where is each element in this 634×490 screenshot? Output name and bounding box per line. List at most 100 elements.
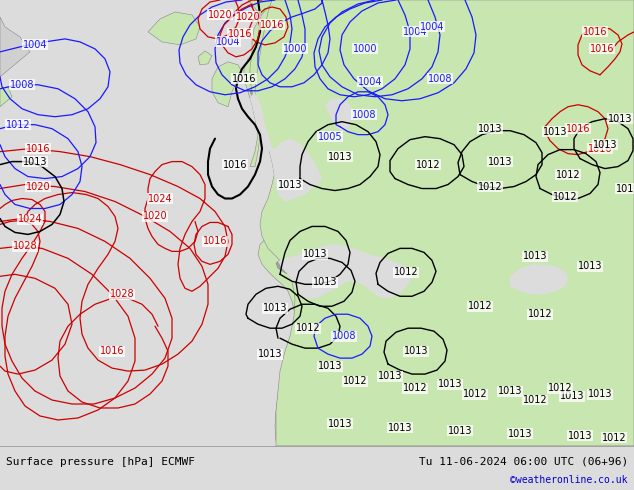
Text: 1012: 1012: [416, 160, 440, 170]
Polygon shape: [296, 248, 322, 328]
Text: 1016: 1016: [223, 160, 247, 170]
Text: 1013: 1013: [328, 151, 353, 162]
Polygon shape: [244, 49, 272, 167]
Text: 1016: 1016: [228, 29, 252, 39]
Text: 1013: 1013: [508, 429, 533, 439]
Polygon shape: [0, 87, 12, 107]
Text: 1013: 1013: [560, 391, 585, 401]
Text: 1016: 1016: [590, 44, 614, 54]
Text: 1004: 1004: [23, 40, 48, 50]
Polygon shape: [212, 62, 242, 107]
Polygon shape: [268, 139, 322, 201]
Polygon shape: [315, 99, 330, 122]
Text: 1013: 1013: [568, 431, 592, 441]
Polygon shape: [250, 92, 272, 151]
Text: 1013: 1013: [388, 423, 412, 433]
Text: 1020: 1020: [208, 10, 232, 20]
Text: 1012: 1012: [555, 170, 580, 179]
Text: 1012: 1012: [527, 309, 552, 319]
Text: 1013: 1013: [523, 251, 547, 261]
Text: 1013: 1013: [437, 379, 462, 389]
Text: 1005: 1005: [318, 132, 342, 142]
Text: 1012: 1012: [463, 389, 488, 399]
Text: 1013: 1013: [478, 123, 502, 134]
Text: 1013: 1013: [608, 114, 632, 123]
Polygon shape: [148, 12, 200, 45]
Text: 1013: 1013: [543, 127, 567, 137]
Text: 1013: 1013: [448, 426, 472, 436]
Polygon shape: [312, 288, 326, 306]
Polygon shape: [312, 308, 325, 326]
Text: 1016: 1016: [583, 27, 607, 37]
Text: Tu 11-06-2024 06:00 UTC (06+96): Tu 11-06-2024 06:00 UTC (06+96): [418, 457, 628, 467]
Polygon shape: [325, 99, 352, 132]
Text: 1013: 1013: [258, 349, 282, 359]
Polygon shape: [510, 264, 568, 294]
Text: Surface pressure [hPa] ECMWF: Surface pressure [hPa] ECMWF: [6, 457, 195, 467]
Text: 1013: 1013: [303, 249, 327, 259]
Polygon shape: [250, 77, 270, 102]
Text: 1004: 1004: [358, 77, 382, 87]
Text: 1008: 1008: [332, 331, 356, 341]
Polygon shape: [248, 0, 310, 47]
Text: 1016: 1016: [588, 144, 612, 154]
Text: 1004: 1004: [216, 37, 240, 47]
Text: 1004: 1004: [403, 27, 427, 37]
Polygon shape: [255, 0, 634, 446]
Polygon shape: [278, 245, 412, 298]
Text: 1012: 1012: [394, 268, 418, 277]
Text: 1000: 1000: [283, 44, 307, 54]
Text: 1012: 1012: [403, 383, 427, 393]
Text: 1012: 1012: [616, 184, 634, 194]
Text: 1013: 1013: [488, 157, 512, 167]
Text: 1012: 1012: [522, 395, 547, 405]
Text: 1024: 1024: [148, 194, 172, 203]
Text: 1013: 1013: [378, 371, 402, 381]
Polygon shape: [308, 212, 336, 231]
Text: 1013: 1013: [578, 261, 602, 271]
Text: 1013: 1013: [328, 419, 353, 429]
Text: ©weatheronline.co.uk: ©weatheronline.co.uk: [510, 475, 628, 485]
Text: 1028: 1028: [13, 242, 37, 251]
Text: 1016: 1016: [260, 20, 284, 30]
Text: 1008: 1008: [428, 74, 452, 84]
Text: 1012: 1012: [295, 323, 320, 333]
Text: 1013: 1013: [313, 277, 337, 287]
Text: 1012: 1012: [553, 192, 578, 201]
Text: 1008: 1008: [352, 110, 376, 120]
Text: 1020: 1020: [236, 12, 261, 22]
Polygon shape: [320, 0, 395, 89]
Text: 1024: 1024: [18, 215, 42, 224]
Polygon shape: [0, 17, 30, 77]
Text: 1013: 1013: [498, 386, 522, 396]
Text: 1008: 1008: [10, 80, 34, 90]
Polygon shape: [398, 269, 438, 298]
Text: 1020: 1020: [143, 212, 167, 221]
Polygon shape: [268, 0, 338, 107]
Text: 1016: 1016: [26, 144, 50, 154]
Text: 1012: 1012: [477, 181, 502, 192]
Text: 1013: 1013: [278, 179, 302, 190]
Text: 1016: 1016: [232, 74, 256, 84]
Text: 1016: 1016: [100, 346, 124, 356]
Text: 1013: 1013: [593, 140, 618, 149]
Text: 1012: 1012: [468, 301, 493, 311]
Text: 1012: 1012: [6, 120, 30, 130]
Text: 1013: 1013: [588, 389, 612, 399]
Text: 1028: 1028: [110, 289, 134, 299]
Text: 1013: 1013: [23, 157, 48, 167]
Text: 1016: 1016: [203, 236, 227, 246]
Text: 1012: 1012: [343, 376, 367, 386]
Text: 1012: 1012: [548, 383, 573, 393]
Text: 1004: 1004: [420, 22, 444, 32]
Text: 1016: 1016: [566, 123, 590, 134]
Polygon shape: [276, 256, 305, 274]
Text: 1012: 1012: [602, 433, 626, 443]
Text: 1013: 1013: [262, 303, 287, 313]
Text: 1013: 1013: [318, 361, 342, 371]
Text: 1000: 1000: [353, 44, 377, 54]
Polygon shape: [198, 51, 212, 65]
Text: 1020: 1020: [26, 181, 50, 192]
Text: 1013: 1013: [404, 346, 428, 356]
Polygon shape: [250, 0, 634, 446]
